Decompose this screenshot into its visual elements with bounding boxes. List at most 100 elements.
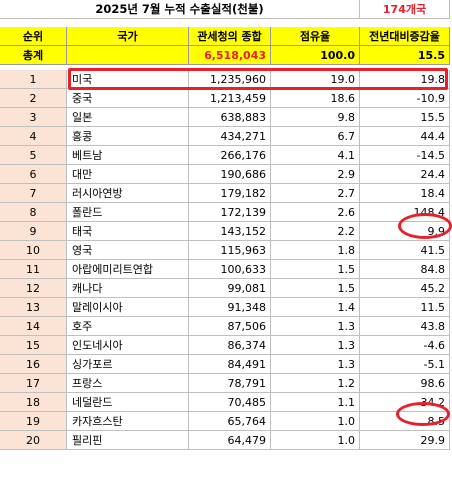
rank-cell[interactable]: 14 <box>0 317 67 336</box>
rank-cell[interactable]: 4 <box>0 127 67 146</box>
country-cell[interactable]: 일본 <box>67 108 189 127</box>
country-cell[interactable]: 프랑스 <box>67 374 189 393</box>
share-cell[interactable]: 2.6 <box>271 203 360 222</box>
share-cell[interactable]: 1.0 <box>271 431 360 450</box>
rank-cell[interactable]: 16 <box>0 355 67 374</box>
change-cell[interactable]: 18.4 <box>360 184 450 203</box>
value-cell[interactable]: 115,963 <box>189 241 271 260</box>
share-cell[interactable]: 1.5 <box>271 260 360 279</box>
change-cell[interactable]: -10.9 <box>360 89 450 108</box>
change-cell[interactable]: -5.1 <box>360 355 450 374</box>
share-cell[interactable]: 2.7 <box>271 184 360 203</box>
rank-cell[interactable]: 13 <box>0 298 67 317</box>
share-cell[interactable]: 2.2 <box>271 222 360 241</box>
share-cell[interactable]: 1.3 <box>271 355 360 374</box>
header-change[interactable]: 전년대비증감율 <box>360 27 450 46</box>
rank-cell[interactable]: 11 <box>0 260 67 279</box>
value-cell[interactable]: 179,182 <box>189 184 271 203</box>
value-cell[interactable]: 64,479 <box>189 431 271 450</box>
share-cell[interactable]: 1.3 <box>271 336 360 355</box>
total-label[interactable]: 총계 <box>0 46 67 65</box>
country-cell[interactable]: 싱가포르 <box>67 355 189 374</box>
value-cell[interactable]: 65,764 <box>189 412 271 431</box>
share-cell[interactable]: 2.9 <box>271 165 360 184</box>
value-cell[interactable]: 91,348 <box>189 298 271 317</box>
country-cell[interactable]: 말레이시아 <box>67 298 189 317</box>
header-share[interactable]: 점유율 <box>271 27 360 46</box>
country-cell[interactable]: 러시아연방 <box>67 184 189 203</box>
rank-cell[interactable]: 17 <box>0 374 67 393</box>
change-cell[interactable]: 41.5 <box>360 241 450 260</box>
total-value[interactable]: 6,518,043 <box>189 46 271 65</box>
change-cell[interactable]: 24.4 <box>360 165 450 184</box>
change-cell[interactable]: 29.9 <box>360 431 450 450</box>
rank-cell[interactable]: 19 <box>0 412 67 431</box>
share-cell[interactable]: 1.5 <box>271 279 360 298</box>
country-cell[interactable]: 태국 <box>67 222 189 241</box>
value-cell[interactable]: 1,213,459 <box>189 89 271 108</box>
country-cell[interactable]: 호주 <box>67 317 189 336</box>
header-rank[interactable]: 순위 <box>0 27 67 46</box>
rank-cell[interactable]: 10 <box>0 241 67 260</box>
change-cell[interactable]: 45.2 <box>360 279 450 298</box>
rank-cell[interactable]: 8 <box>0 203 67 222</box>
country-cell[interactable]: 아랍에미리트연합 <box>67 260 189 279</box>
header-country[interactable]: 국가 <box>67 27 189 46</box>
rank-cell[interactable]: 9 <box>0 222 67 241</box>
change-cell[interactable]: -4.6 <box>360 336 450 355</box>
country-cell[interactable]: 카자흐스탄 <box>67 412 189 431</box>
share-cell[interactable]: 4.1 <box>271 146 360 165</box>
rank-cell[interactable]: 2 <box>0 89 67 108</box>
rank-cell[interactable]: 5 <box>0 146 67 165</box>
share-cell[interactable]: 1.1 <box>271 393 360 412</box>
value-cell[interactable]: 638,883 <box>189 108 271 127</box>
rank-cell[interactable]: 15 <box>0 336 67 355</box>
value-cell[interactable]: 190,686 <box>189 165 271 184</box>
value-cell[interactable]: 266,176 <box>189 146 271 165</box>
change-cell[interactable]: 84.8 <box>360 260 450 279</box>
share-cell[interactable]: 19.0 <box>271 70 360 89</box>
country-cell[interactable]: 중국 <box>67 89 189 108</box>
country-cell[interactable]: 대만 <box>67 165 189 184</box>
change-cell[interactable]: 148.4 <box>360 203 450 222</box>
share-cell[interactable]: 1.4 <box>271 298 360 317</box>
country-cell[interactable]: 영국 <box>67 241 189 260</box>
share-cell[interactable]: 1.2 <box>271 374 360 393</box>
change-cell[interactable]: 8.5 <box>360 412 450 431</box>
header-value[interactable]: 관세청의 종합 <box>189 27 271 46</box>
country-cell[interactable]: 홍콩 <box>67 127 189 146</box>
share-cell[interactable]: 6.7 <box>271 127 360 146</box>
change-cell[interactable]: 15.5 <box>360 108 450 127</box>
share-cell[interactable]: 1.0 <box>271 412 360 431</box>
country-cell[interactable]: 네덜란드 <box>67 393 189 412</box>
value-cell[interactable]: 1,235,960 <box>189 70 271 89</box>
value-cell[interactable]: 78,791 <box>189 374 271 393</box>
value-cell[interactable]: 70,485 <box>189 393 271 412</box>
change-cell[interactable]: 44.4 <box>360 127 450 146</box>
change-cell[interactable]: 11.5 <box>360 298 450 317</box>
share-cell[interactable]: 1.8 <box>271 241 360 260</box>
change-cell[interactable]: 9.9 <box>360 222 450 241</box>
rank-cell[interactable]: 6 <box>0 165 67 184</box>
rank-cell[interactable]: 20 <box>0 431 67 450</box>
value-cell[interactable]: 434,271 <box>189 127 271 146</box>
value-cell[interactable]: 172,139 <box>189 203 271 222</box>
country-cell[interactable]: 미국 <box>67 70 189 89</box>
rank-cell[interactable]: 12 <box>0 279 67 298</box>
value-cell[interactable]: 99,081 <box>189 279 271 298</box>
change-cell[interactable]: 98.6 <box>360 374 450 393</box>
country-cell[interactable]: 베트남 <box>67 146 189 165</box>
country-cell[interactable]: 폴란드 <box>67 203 189 222</box>
value-cell[interactable]: 84,491 <box>189 355 271 374</box>
value-cell[interactable]: 86,374 <box>189 336 271 355</box>
share-cell[interactable]: 18.6 <box>271 89 360 108</box>
value-cell[interactable]: 143,152 <box>189 222 271 241</box>
share-cell[interactable]: 1.3 <box>271 317 360 336</box>
total-share[interactable]: 100.0 <box>271 46 360 65</box>
value-cell[interactable]: 100,633 <box>189 260 271 279</box>
change-cell[interactable]: -14.5 <box>360 146 450 165</box>
rank-cell[interactable]: 3 <box>0 108 67 127</box>
value-cell[interactable]: 87,506 <box>189 317 271 336</box>
total-change[interactable]: 15.5 <box>360 46 450 65</box>
country-cell[interactable]: 캐나다 <box>67 279 189 298</box>
